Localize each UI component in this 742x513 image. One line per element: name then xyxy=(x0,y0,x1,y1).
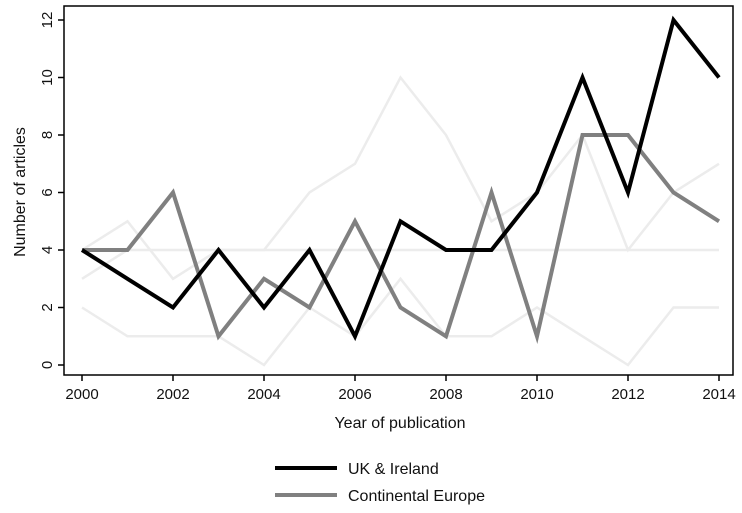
x-tick-label: 2000 xyxy=(65,386,98,403)
x-tick-label: 2006 xyxy=(338,386,371,403)
x-axis-title: Year of publication xyxy=(334,415,465,432)
y-tick-label: 8 xyxy=(39,131,56,139)
x-tick-label: 2004 xyxy=(247,386,280,403)
y-tick-label: 2 xyxy=(39,303,56,311)
plot-frame xyxy=(63,5,734,376)
background-series-group xyxy=(81,75,720,367)
x-tick-label: 2002 xyxy=(156,386,189,403)
series-line-uk-ireland xyxy=(80,15,721,342)
x-tick-label: 2008 xyxy=(429,386,462,403)
y-axis-title: Number of articles xyxy=(12,127,29,257)
y-tick-label: 6 xyxy=(39,188,56,196)
legend: UK & Ireland Continental Europe xyxy=(275,461,485,505)
x-tick-label: 2014 xyxy=(702,386,735,403)
main-series-group xyxy=(80,15,721,344)
y-tick-label: 4 xyxy=(39,246,56,254)
x-tick-label: 2012 xyxy=(611,386,644,403)
legend-label-continental-europe: Continental Europe xyxy=(348,488,485,505)
series-line-continental-europe xyxy=(82,133,721,344)
background-series-line-4 xyxy=(81,276,719,367)
axes-group: 2000 2002 2004 2006 2008 2010 2012 2014 0 2 4 6 8 10 1… xyxy=(39,5,736,403)
y-tick-label: 0 xyxy=(39,361,56,369)
y-tick-label: 12 xyxy=(39,12,56,29)
x-tick-label: 2010 xyxy=(520,386,553,403)
legend-label-uk-ireland: UK & Ireland xyxy=(348,461,439,478)
y-tick-label: 10 xyxy=(39,69,56,86)
background-series-line-3 xyxy=(81,248,719,280)
background-series-line-2 xyxy=(81,75,720,281)
